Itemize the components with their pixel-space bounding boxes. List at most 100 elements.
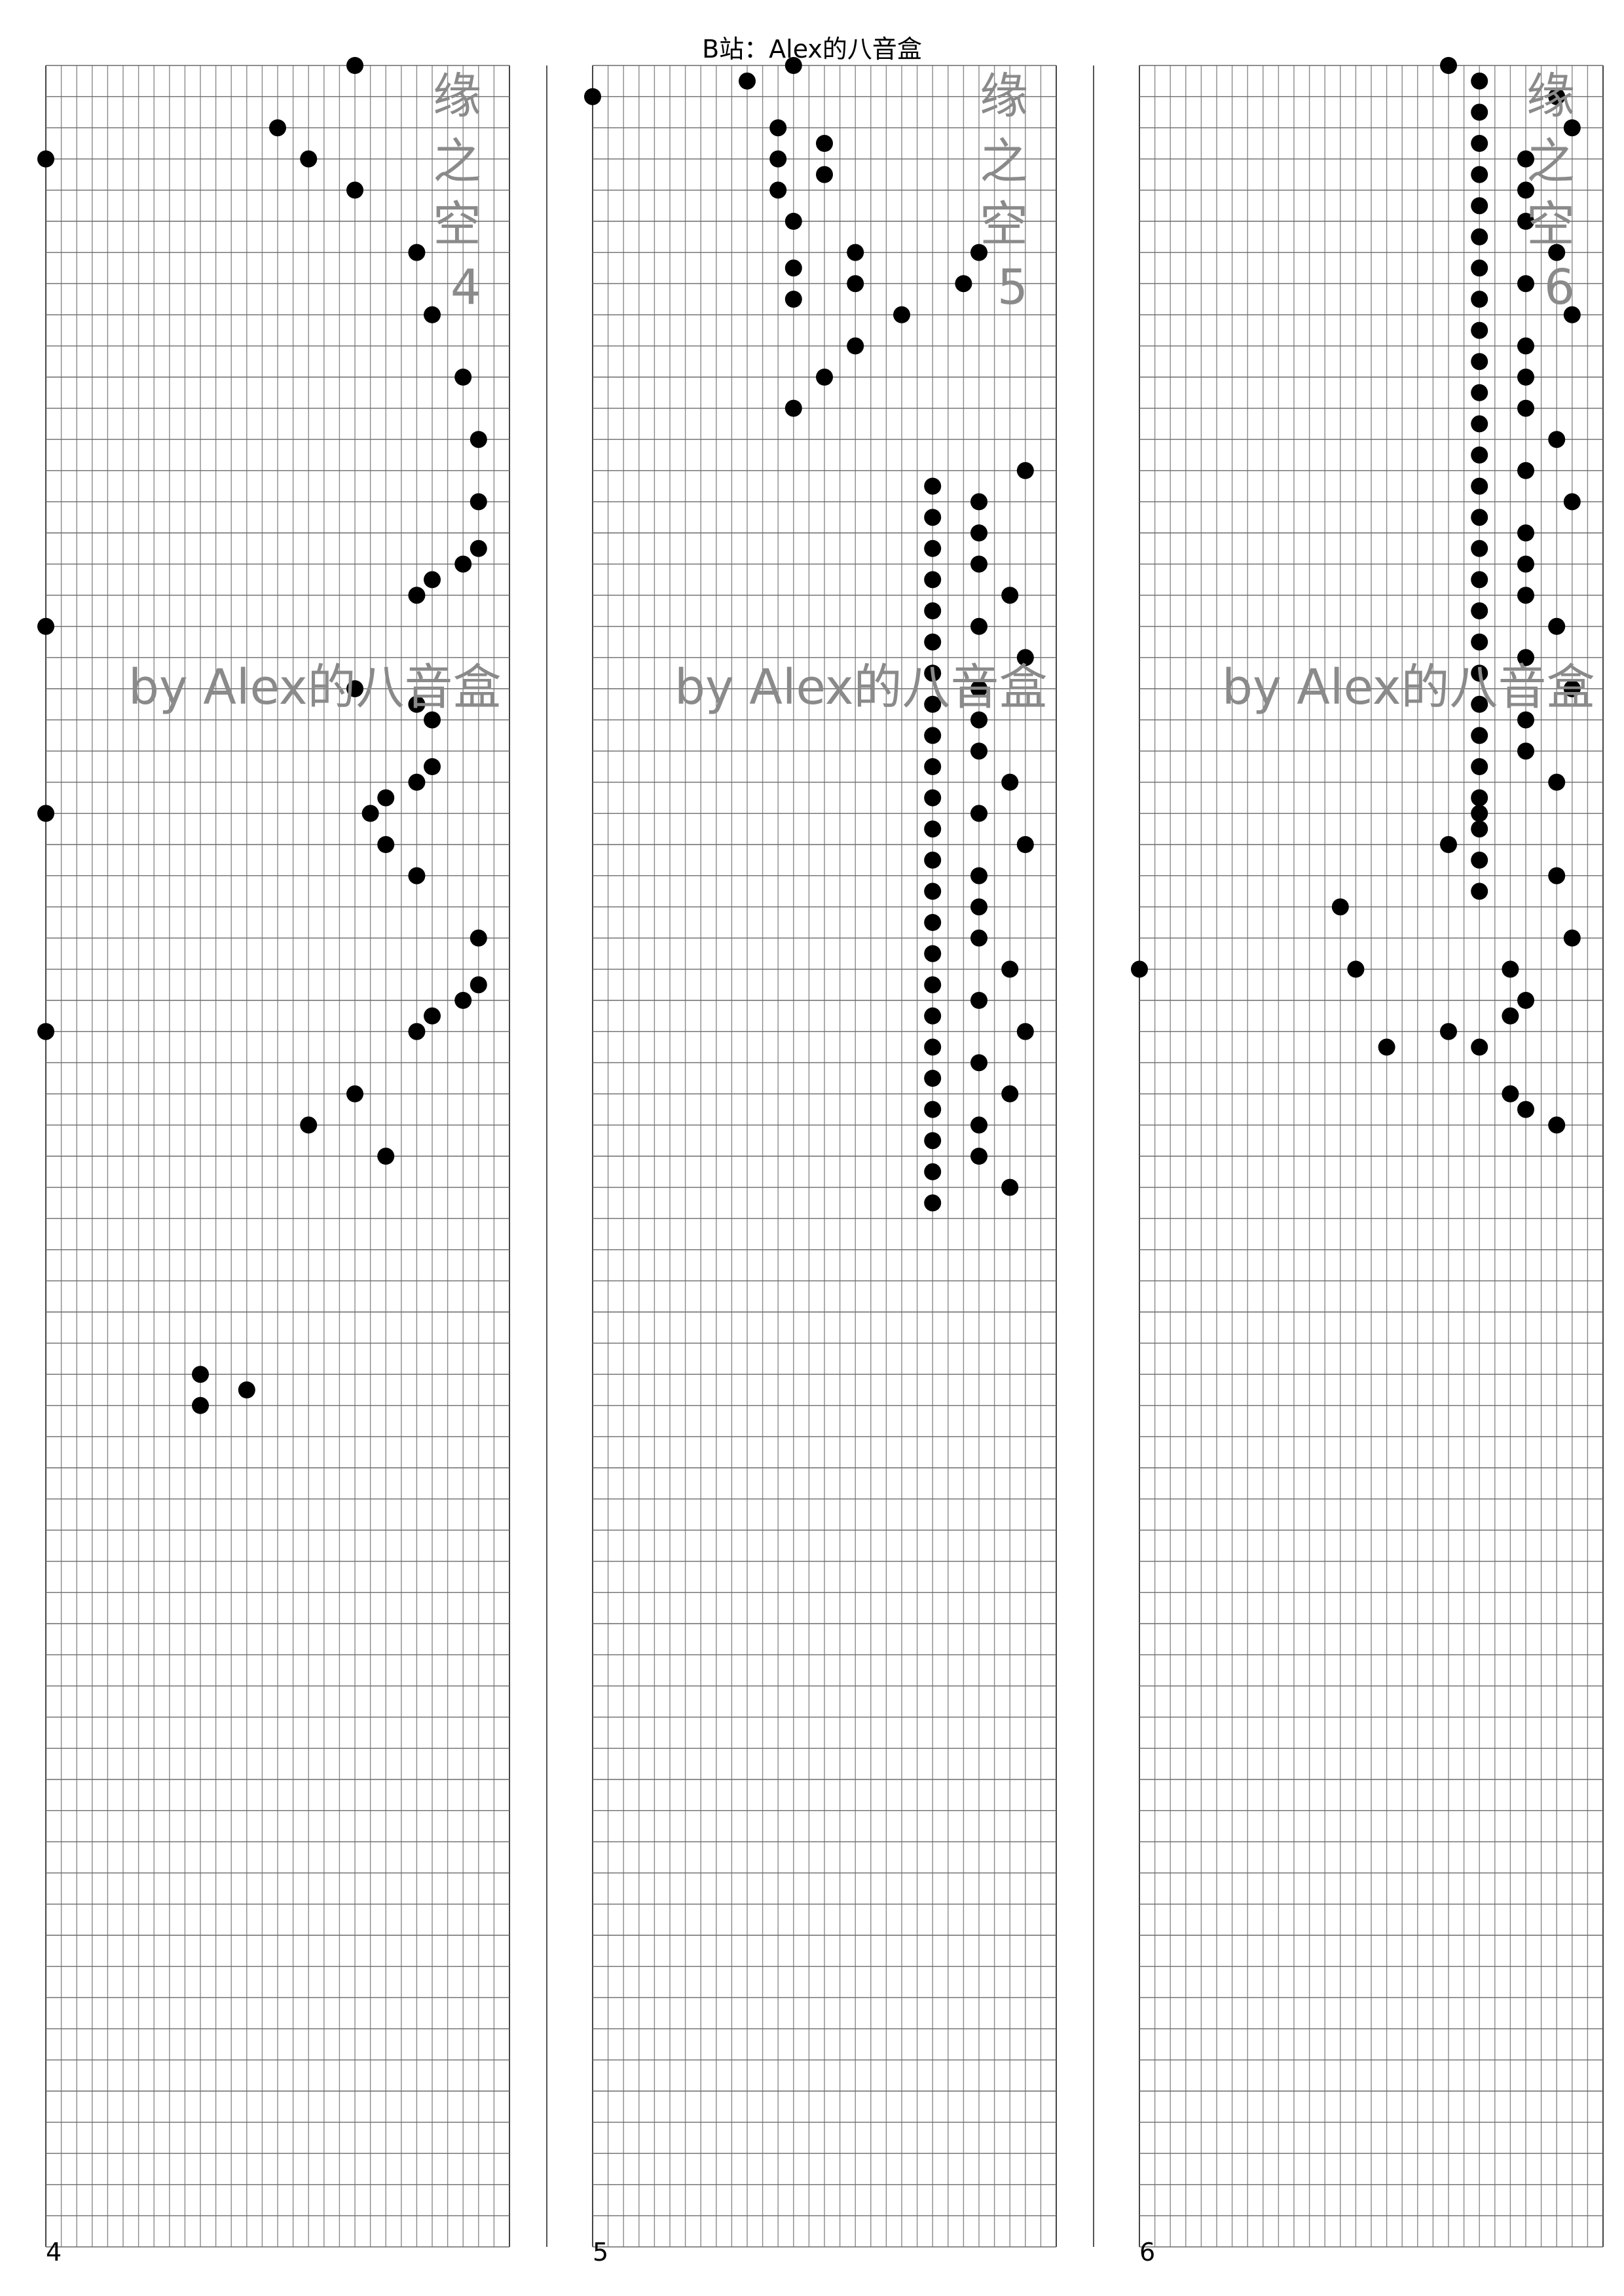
note-dot [1517,992,1534,1009]
note-dot [784,213,802,230]
note-dot [470,431,487,448]
note-dot [924,851,942,869]
note-dot [1016,836,1034,853]
note-dot [924,758,942,775]
note-dot [377,789,395,807]
note-dot [970,711,987,729]
note-dot [424,711,441,729]
note-dot [970,929,987,947]
note-dot [1471,259,1488,277]
note-dot [470,539,487,557]
note-dot [1517,337,1534,355]
note-dot [924,509,942,526]
note-dot [1001,1178,1019,1196]
note-dot [784,291,802,308]
note-dot [1471,789,1488,807]
note-dot [454,369,472,386]
note-dot [970,617,987,635]
note-dot [361,805,379,822]
note-dot [1471,571,1488,589]
note-dot [377,1148,395,1165]
note-dot [1548,773,1566,791]
note-dot [924,1038,942,1056]
note-dot [1563,119,1581,137]
note-dot [924,1101,942,1118]
note-dot [1471,539,1488,557]
note-dot [924,883,942,900]
note-dot [970,555,987,573]
note-dot [924,976,942,994]
note-dot [1517,150,1534,168]
note-dot [408,244,426,261]
note-dot [924,665,942,682]
note-dot [424,758,441,775]
note-dot [192,1396,209,1414]
note-dot [1563,493,1581,511]
note-dot [1471,384,1488,401]
note-dot [192,1366,209,1383]
note-dot [1440,57,1457,74]
note-dot [924,820,942,838]
note-dot [1471,197,1488,215]
note-dot [1517,555,1534,573]
note-dot [1016,1023,1034,1040]
note-dot [970,742,987,760]
note-dot [924,914,942,931]
note-dot [924,571,942,589]
note-dot [1471,509,1488,526]
note-dot [955,275,972,293]
note-dot [1517,213,1534,230]
note-dot [1471,446,1488,464]
note-dot [1548,617,1566,635]
note-dot [784,57,802,74]
note-dot [1563,680,1581,697]
note-dot [970,524,987,541]
note-dot [37,1023,54,1040]
note-dot [424,571,441,589]
note-dot [1548,1116,1566,1134]
strip-grid [1139,65,1604,2248]
strip-grid [45,65,510,2248]
note-dot [970,1116,987,1134]
note-dot [37,150,54,168]
note-dot [970,1148,987,1165]
note-dot [1471,883,1488,900]
note-dot [408,695,426,713]
note-dot [1517,524,1534,541]
note-dot [924,633,942,651]
note-dot [970,992,987,1009]
note-dot [970,805,987,822]
note-dot [1548,867,1566,884]
note-dot [1471,851,1488,869]
note-dot [346,1085,363,1102]
note-dot [1471,228,1488,246]
note-dot [454,992,472,1009]
note-dot [970,1054,987,1072]
note-dot [346,680,363,697]
note-dot [1440,1023,1457,1040]
note-dot [1016,462,1034,479]
note-dot [924,695,942,713]
note-dot [424,306,441,323]
note-dot [769,150,787,168]
note-dot [1471,353,1488,371]
note-dot [1471,135,1488,152]
note-dot [769,181,787,199]
note-dot [1471,665,1488,682]
note-dot [1502,1085,1519,1102]
note-dot [37,617,54,635]
note-dot [300,150,318,168]
note-dot [1001,587,1019,604]
note-dot [924,1163,942,1180]
note-dot [970,244,987,261]
note-dot [784,399,802,417]
note-dot [1517,649,1534,666]
note-dot [1131,960,1148,978]
note-dot [1471,633,1488,651]
note-dot [1471,291,1488,308]
note-dot [924,727,942,744]
note-dot [924,945,942,962]
note-dot [470,929,487,947]
note-dot [924,1132,942,1150]
